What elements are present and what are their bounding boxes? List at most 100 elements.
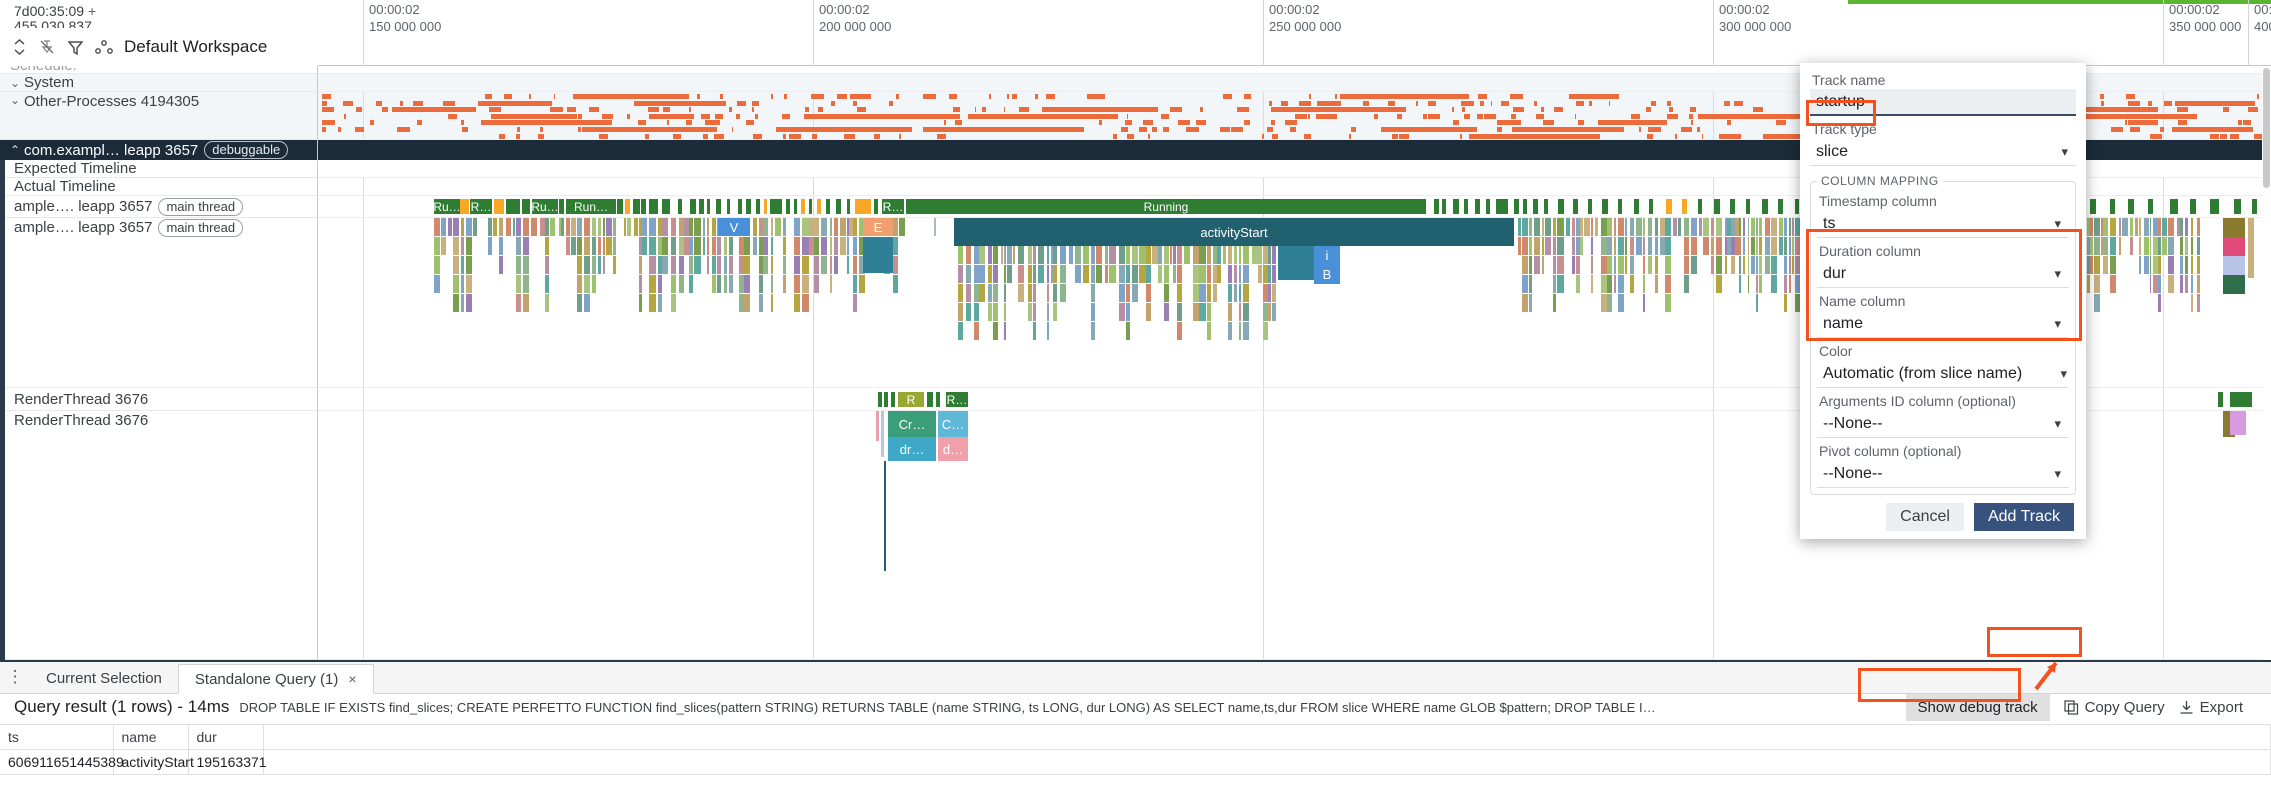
slice-block[interactable] xyxy=(2196,218,2200,236)
slice-block[interactable] xyxy=(1613,275,1616,293)
slice-block[interactable] xyxy=(658,294,663,312)
slice-block[interactable] xyxy=(1697,113,1833,119)
slice-block[interactable] xyxy=(462,127,469,132)
slice-block[interactable] xyxy=(1109,265,1116,283)
slice-block[interactable] xyxy=(1033,284,1036,302)
slice-block[interactable] xyxy=(1714,199,1720,214)
slice-block[interactable] xyxy=(1576,218,1581,236)
slice-block[interactable] xyxy=(2196,275,2200,293)
slice-block[interactable] xyxy=(1680,127,1692,132)
slice-block[interactable] xyxy=(2153,218,2158,236)
slice-block[interactable] xyxy=(2149,256,2152,274)
slice-block[interactable] xyxy=(702,218,706,236)
slice-block[interactable] xyxy=(1521,294,1528,312)
slice-block[interactable] xyxy=(809,199,812,214)
slice-block[interactable] xyxy=(2086,237,2090,255)
slice-block[interactable] xyxy=(576,294,582,312)
slice-block[interactable] xyxy=(1576,237,1581,255)
slice-block[interactable] xyxy=(2163,100,2172,106)
slice-block[interactable] xyxy=(830,275,833,293)
slice-block[interactable] xyxy=(1629,256,1635,274)
slice[interactable]: B xyxy=(1314,265,1340,284)
slice-block[interactable] xyxy=(893,256,899,274)
slice[interactable] xyxy=(1496,199,1508,214)
slice-block[interactable] xyxy=(759,237,763,255)
slice-block[interactable] xyxy=(1665,218,1671,236)
slice-block[interactable] xyxy=(1460,100,1474,106)
slice-block[interactable] xyxy=(1199,107,1204,113)
slice-block[interactable] xyxy=(515,218,522,236)
slice-block[interactable] xyxy=(1557,275,1564,293)
slice-block[interactable] xyxy=(553,94,555,99)
slice-block[interactable] xyxy=(1125,284,1130,302)
slice-block[interactable] xyxy=(1794,275,1801,293)
slice-block[interactable] xyxy=(1268,246,1271,264)
slice-block[interactable] xyxy=(576,218,582,236)
slice-block[interactable] xyxy=(460,275,464,293)
slice-block[interactable] xyxy=(1469,133,1600,139)
slice-block[interactable] xyxy=(1027,246,1032,264)
slice-block[interactable] xyxy=(958,265,964,283)
slice-block[interactable] xyxy=(1486,199,1490,214)
slice-block[interactable] xyxy=(2090,218,2094,236)
filter-icon[interactable] xyxy=(66,38,84,56)
slice-block[interactable] xyxy=(2110,275,2116,293)
slice-block[interactable] xyxy=(1779,237,1783,255)
slice-block[interactable] xyxy=(1003,322,1006,340)
slice-block[interactable] xyxy=(1199,246,1206,264)
slice-block[interactable] xyxy=(1233,284,1237,302)
slice-block[interactable] xyxy=(853,294,857,312)
slice-block[interactable] xyxy=(783,275,787,293)
slice-block[interactable] xyxy=(1542,218,1544,236)
slice-block[interactable] xyxy=(1033,303,1036,321)
slice-block[interactable] xyxy=(561,218,564,236)
slice[interactable]: C… xyxy=(938,411,968,437)
slice-block[interactable] xyxy=(981,107,986,113)
slice-block[interactable] xyxy=(1684,256,1689,274)
slice-block[interactable] xyxy=(2190,275,2194,293)
slice-block[interactable] xyxy=(1557,237,1564,255)
slice-block[interactable] xyxy=(1566,218,1571,236)
slice-block[interactable] xyxy=(1542,120,1555,126)
slice-block[interactable] xyxy=(322,127,327,132)
slice-block[interactable] xyxy=(670,218,676,236)
slice-block[interactable] xyxy=(503,94,513,99)
slice-block[interactable] xyxy=(550,107,563,113)
slice-block[interactable] xyxy=(460,294,464,312)
slice-block[interactable] xyxy=(770,237,774,255)
slice-block[interactable] xyxy=(1724,237,1728,255)
slice-block[interactable] xyxy=(1212,246,1218,264)
slice-block[interactable] xyxy=(782,113,791,119)
slice-block[interactable] xyxy=(1541,107,1544,113)
slice-block[interactable] xyxy=(2229,133,2239,139)
slice-block[interactable] xyxy=(1125,322,1130,340)
track-row-expected-timeline[interactable]: Expected Timeline xyxy=(0,160,2271,178)
slice-block[interactable] xyxy=(965,265,971,283)
slice-block[interactable] xyxy=(1228,284,1233,302)
slice-block[interactable] xyxy=(967,113,1119,119)
slice-block[interactable] xyxy=(1779,218,1783,236)
slice-block[interactable] xyxy=(2180,218,2183,236)
slice-block[interactable] xyxy=(478,100,552,106)
slice-block[interactable] xyxy=(1730,218,1736,236)
slice-block[interactable] xyxy=(1173,265,1177,283)
slice-block[interactable] xyxy=(2158,237,2162,255)
slice-block[interactable] xyxy=(1702,237,1709,255)
slice-block[interactable] xyxy=(1751,218,1756,236)
slice-block[interactable] xyxy=(1237,107,1249,113)
slice-block[interactable] xyxy=(1387,100,1395,106)
slice-block[interactable] xyxy=(1132,246,1139,264)
slice-block[interactable] xyxy=(1518,218,1522,236)
slice-block[interactable] xyxy=(376,100,382,106)
slice-block[interactable] xyxy=(1568,94,1620,99)
slice[interactable]: i xyxy=(1314,246,1340,265)
slice-block[interactable] xyxy=(369,120,375,126)
slice-block[interactable] xyxy=(1233,246,1237,264)
slice-block[interactable] xyxy=(1655,256,1659,274)
slice-block[interactable] xyxy=(522,256,530,274)
slice-block[interactable] xyxy=(627,113,630,119)
slice-block[interactable] xyxy=(1340,94,1469,99)
slice-block[interactable] xyxy=(2253,133,2265,139)
slice-block[interactable] xyxy=(1649,199,1653,214)
slice-block[interactable] xyxy=(473,218,478,236)
